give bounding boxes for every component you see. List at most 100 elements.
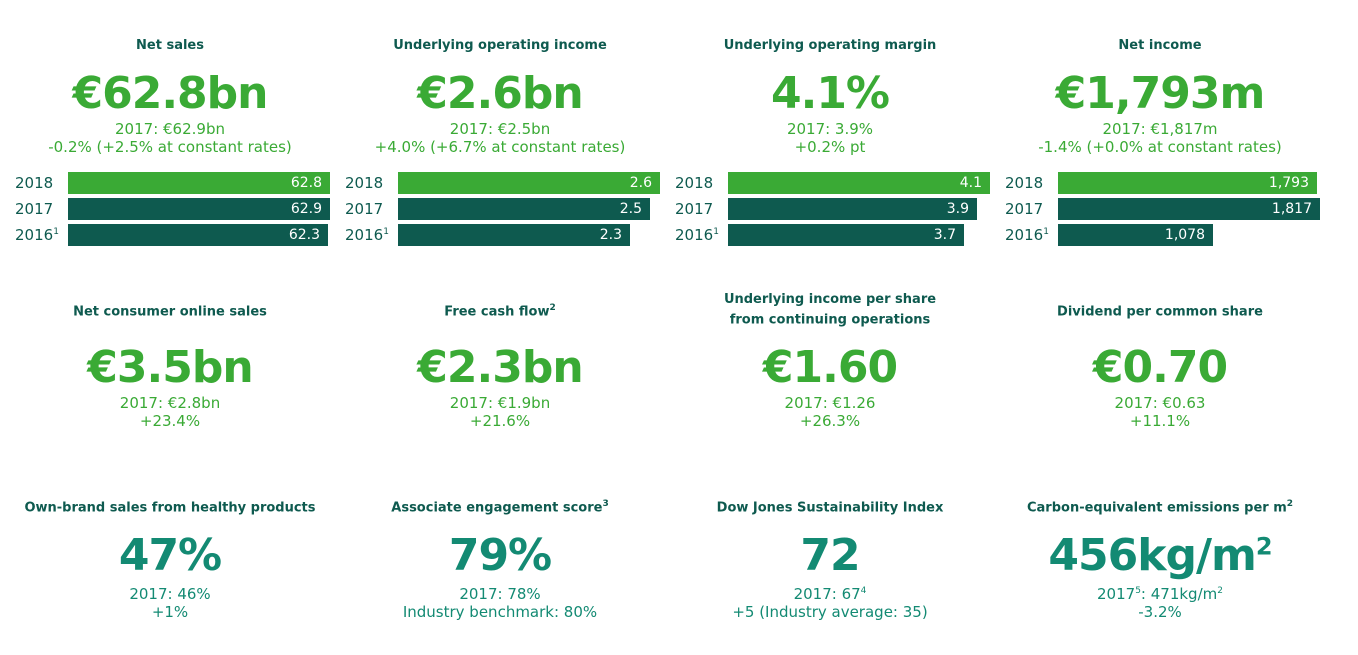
kpi-value: €62.8bn — [72, 68, 269, 119]
bar: 2.5 — [398, 198, 650, 220]
bar-year-label: 20161 — [345, 226, 389, 244]
kpi-change: -0.2% (+2.5% at constant rates) — [48, 138, 292, 156]
kpi-value: 72 — [800, 530, 860, 582]
kpi-change: +26.3% — [799, 412, 861, 431]
kpi-label: Dividend per common share — [1057, 304, 1263, 320]
kpi-free-cash-flow: Free cash flow2 €2.3bn 2017: €1.9bn +21.… — [335, 300, 665, 430]
kpi-change: +5 (Industry average: 35) — [732, 603, 928, 622]
bar-year-label: 2017 — [675, 200, 714, 218]
kpi-change: +4.0% (+6.7% at constant rates) — [374, 138, 626, 156]
kpi-change: +23.4% — [139, 412, 201, 431]
kpi-value: 79% — [448, 530, 552, 582]
kpi-dividend-per-common-share: Dividend per common share €0.70 2017: €0… — [995, 300, 1325, 430]
bar: 2.3 — [398, 224, 630, 246]
kpi-comparison: 2017: €0.63 — [1114, 394, 1206, 413]
kpi-value: €0.70 — [1092, 342, 1228, 394]
bar: 62.3 — [68, 224, 328, 246]
kpi-value: €1,793m — [1055, 68, 1266, 119]
bar: 3.9 — [728, 198, 977, 220]
bar: 4.1 — [728, 172, 990, 194]
bar-year-label: 2017 — [1005, 200, 1044, 218]
kpi-value: 47% — [118, 530, 222, 582]
kpi-change: Industry benchmark: 80% — [402, 603, 598, 622]
kpi-carbon-emissions: Carbon-equivalent emissions per m2 456kg… — [995, 496, 1325, 621]
kpi-value: €1.60 — [762, 342, 898, 394]
kpi-comparison: 2017: €2.5bn — [449, 120, 551, 138]
bar-year-label: 2018 — [1005, 174, 1044, 192]
bar-chart: 2018 62.8 2017 62.9 20161 62.3 — [15, 172, 335, 250]
kpi-value: 4.1% — [770, 68, 890, 119]
kpi-label: Underlying income per share from continu… — [723, 292, 937, 328]
kpi-comparison: 2017: €2.8bn — [119, 394, 221, 413]
bar-year-label: 20161 — [15, 226, 59, 244]
bar-chart: 2018 4.1 2017 3.9 20161 3.7 — [675, 172, 995, 250]
kpi-dow-jones-sustainability-index: Dow Jones Sustainability Index 72 2017: … — [665, 496, 995, 621]
bar: 1,817 — [1058, 198, 1320, 220]
bar: 1,793 — [1058, 172, 1317, 194]
bar: 1,078 — [1058, 224, 1213, 246]
kpi-label: Dow Jones Sustainability Index — [716, 500, 944, 516]
kpi-change: -1.4% (+0.0% at constant rates) — [1038, 138, 1282, 156]
kpi-net-consumer-online-sales: Net consumer online sales €3.5bn 2017: €… — [5, 300, 335, 430]
kpi-comparison: 2017: €62.9bn — [115, 120, 225, 138]
kpi-label: Net income — [1118, 38, 1202, 53]
kpi-underlying-operating-margin: Underlying operating margin 4.1% 2017: 3… — [665, 38, 995, 246]
kpi-comparison: 2017: 78% — [459, 585, 541, 604]
bar-year-label: 20161 — [1005, 226, 1049, 244]
bar: 2.6 — [398, 172, 660, 194]
bar-year-label: 2017 — [345, 200, 384, 218]
kpi-net-income: Net income €1,793m 2017: €1,817m -1.4% (… — [995, 38, 1325, 246]
bar-year-label: 2018 — [345, 174, 384, 192]
bar-row: 20161 3.7 — [675, 224, 995, 246]
kpi-comparison: 2017: €1,817m — [1102, 120, 1218, 138]
bar-year-label: 20161 — [675, 226, 719, 244]
bar-year-label: 2017 — [15, 200, 54, 218]
bar-year-label: 2018 — [675, 174, 714, 192]
kpi-associate-engagement-score: Associate engagement score3 79% 2017: 78… — [335, 496, 665, 621]
bar-row: 2018 2.6 — [345, 172, 665, 194]
kpi-comparison: 2017: €1.9bn — [449, 394, 551, 413]
kpi-label: Associate engagement score3 — [391, 499, 609, 516]
kpi-underlying-income-per-share: Underlying income per share from continu… — [665, 292, 995, 431]
bar-row: 2017 1,817 — [1005, 198, 1325, 220]
kpi-comparison: 2017: 3.9% — [786, 120, 874, 138]
kpi-label: Own-brand sales from healthy products — [24, 500, 316, 516]
kpi-change: +0.2% pt — [794, 138, 866, 156]
kpi-label: Underlying operating margin — [723, 38, 937, 53]
kpi-value: €3.5bn — [87, 342, 253, 394]
kpi-value: 456kg/m2 — [1048, 530, 1272, 582]
kpi-change: +1% — [151, 603, 189, 622]
bar-chart: 2018 2.6 2017 2.5 20161 2.3 — [345, 172, 665, 250]
kpi-change: -3.2% — [1138, 603, 1182, 622]
kpi-underlying-operating-income: Underlying operating income €2.6bn 2017:… — [335, 38, 665, 246]
bar-row: 20161 2.3 — [345, 224, 665, 246]
bar-year-label: 2018 — [15, 174, 54, 192]
bar-row: 2018 1,793 — [1005, 172, 1325, 194]
bar-row: 2017 2.5 — [345, 198, 665, 220]
bar: 62.8 — [68, 172, 330, 194]
bar: 62.9 — [68, 198, 330, 220]
bar-row: 20161 1,078 — [1005, 224, 1325, 246]
kpi-label: Underlying operating income — [393, 38, 607, 53]
kpi-own-brand-healthy-products: Own-brand sales from healthy products 47… — [5, 496, 335, 621]
bar-row: 2018 62.8 — [15, 172, 335, 194]
kpi-change: +21.6% — [469, 412, 531, 431]
kpi-label: Net sales — [136, 38, 204, 53]
kpi-change: +11.1% — [1129, 412, 1191, 431]
kpi-comparison: 20175: 471kg/m2 — [1097, 585, 1223, 604]
kpi-label: Carbon-equivalent emissions per m2 — [1026, 499, 1294, 516]
bar-row: 2017 3.9 — [675, 198, 995, 220]
bar-row: 2017 62.9 — [15, 198, 335, 220]
kpi-label: Free cash flow2 — [444, 303, 556, 320]
bar: 3.7 — [728, 224, 964, 246]
bar-row: 2018 4.1 — [675, 172, 995, 194]
bar-chart: 2018 1,793 2017 1,817 20161 1,078 — [1005, 172, 1325, 250]
kpi-comparison: 2017: 674 — [793, 585, 867, 604]
kpi-comparison: 2017: €1.26 — [784, 394, 876, 413]
kpi-value: €2.6bn — [417, 68, 583, 119]
kpi-value: €2.3bn — [417, 342, 583, 394]
kpi-label: Net consumer online sales — [73, 304, 267, 320]
kpi-net-sales: Net sales €62.8bn 2017: €62.9bn -0.2% (+… — [5, 38, 335, 246]
kpi-comparison: 2017: 46% — [129, 585, 211, 604]
bar-row: 20161 62.3 — [15, 224, 335, 246]
